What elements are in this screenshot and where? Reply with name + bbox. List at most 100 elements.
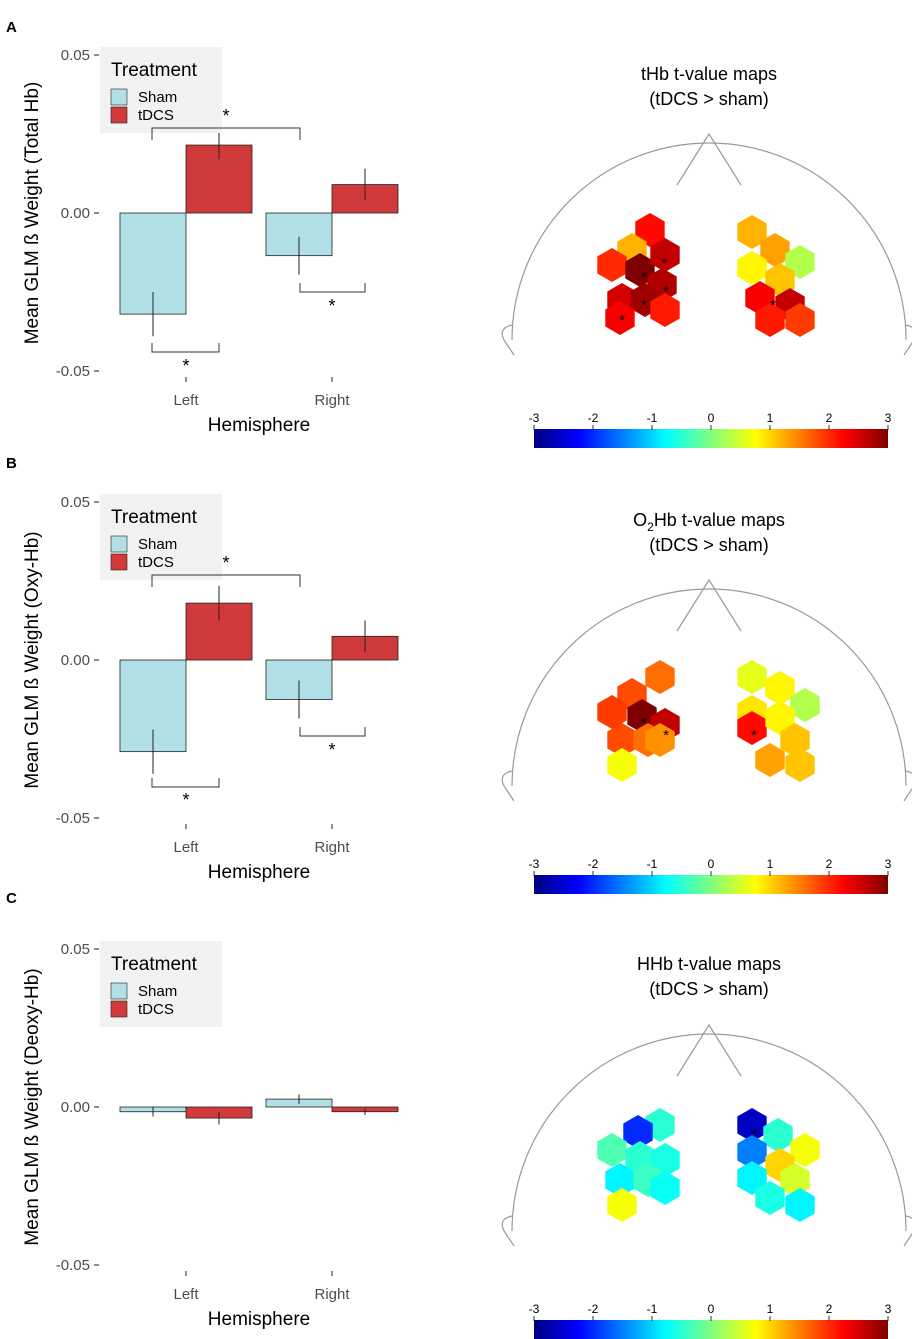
map-title-a-line1: tHb t-value maps xyxy=(641,64,777,84)
bar-chart-a: 0.05 0.00 -0.05 Mean GLM ß Weight (Total Hb… xyxy=(22,47,399,436)
channel-patch-right xyxy=(790,1133,820,1167)
legend-swatch-tdcs xyxy=(110,1000,128,1018)
channel-patch-right xyxy=(737,660,767,694)
colorbar-gradient xyxy=(534,875,888,894)
colorbar-tick-label: 1 xyxy=(767,857,774,871)
channel-patch-left xyxy=(607,723,637,757)
channel-patch-right xyxy=(785,303,815,337)
colorbar-tick-label: 2 xyxy=(826,1302,833,1316)
significance-star: * xyxy=(328,296,335,316)
channel-patch-left xyxy=(650,1171,680,1205)
y-axis-title: Mean GLM ß Weight (Oxy-Hb) xyxy=(22,531,43,788)
significance-bracket xyxy=(151,343,220,353)
channel-patch-left xyxy=(605,1163,635,1197)
channel-patch-right xyxy=(755,743,785,777)
head-map-c: * xyxy=(501,1023,912,1247)
legend-label-sham: Sham xyxy=(138,89,177,106)
significance-bracket xyxy=(151,127,301,140)
channel-patch-left xyxy=(607,748,637,782)
head-map-a: * * * * * * xyxy=(501,132,912,356)
map-significance-star: * xyxy=(641,715,647,732)
panel-b: B 0.05 0.00 -0.05 Mean GLM ß Weight (Oxy-Hb… xyxy=(6,455,912,894)
y-tick-label: 0.05 xyxy=(61,47,90,64)
significance-bracket xyxy=(299,283,366,293)
map-title-a-line2: (tDCS > sham) xyxy=(649,89,769,109)
map-title-b-line2: (tDCS > sham) xyxy=(649,535,769,555)
left-ear-outline xyxy=(501,1215,515,1247)
map-title-c-line1: HHb t-value maps xyxy=(637,954,781,974)
map-title-b-line1: O2Hb t-value maps xyxy=(633,510,785,534)
significance-star: * xyxy=(222,106,229,126)
channel-patch-right xyxy=(737,1161,767,1195)
colorbar-tick-label: -2 xyxy=(588,411,599,425)
channel-patch-left xyxy=(645,723,675,757)
y-tick-label: 0.00 xyxy=(61,1099,90,1116)
channel-patch-left xyxy=(650,238,680,272)
x-tick-label-left: Left xyxy=(173,1286,199,1303)
colorbar-tick-label: -1 xyxy=(647,857,658,871)
colorbar-tick-label: -3 xyxy=(529,857,540,871)
colorbar-tick-label: 2 xyxy=(826,411,833,425)
channel-patch-left xyxy=(650,293,680,327)
channel-patch-right xyxy=(780,723,810,757)
y-axis-title: Mean GLM ß Weight (Total Hb) xyxy=(22,82,43,345)
legend-swatch-sham xyxy=(110,88,128,106)
significance-star: * xyxy=(222,553,229,573)
channel-patch-right xyxy=(755,303,785,337)
nose-outline xyxy=(676,578,742,632)
panel-letter-c: C xyxy=(6,890,17,907)
map-title-c-line2: (tDCS > sham) xyxy=(649,979,769,999)
channel-patch-left xyxy=(635,213,665,247)
channel-patch-right xyxy=(765,671,795,705)
bar-chart-b: 0.05 0.00 -0.05 Mean GLM ß Weight (Oxy-Hb) L… xyxy=(22,494,399,883)
legend-label-sham: Sham xyxy=(138,983,177,1000)
panel-a: A 0.05 0.00 -0.05 Mean GLM ß Weight (Total … xyxy=(6,19,912,448)
legend-swatch-tdcs xyxy=(110,553,128,571)
legend-label-tdcs: tDCS xyxy=(138,107,174,124)
map-significance-star: * xyxy=(751,1126,757,1143)
panel-letter-b: B xyxy=(6,455,17,472)
map-title-b-sub: 2 xyxy=(647,520,654,534)
x-tick-label-right: Right xyxy=(314,1286,350,1303)
map-significance-star: * xyxy=(661,255,667,272)
legend-swatch-sham xyxy=(110,535,128,553)
channel-patch-right xyxy=(737,711,767,745)
colorbar-gradient xyxy=(534,1320,888,1339)
map-significance-star: * xyxy=(619,312,625,329)
significance-bracket xyxy=(299,727,366,737)
nose-outline xyxy=(676,1023,742,1077)
legend-swatch-sham xyxy=(110,982,128,1000)
panel-c: C 0.05 0.00 -0.05 Mean GLM ß Weight (Deoxy-… xyxy=(6,890,912,1339)
colorbar-tick-label: -1 xyxy=(647,1302,658,1316)
colorbar-tick-label: -2 xyxy=(588,857,599,871)
legend-label-tdcs: tDCS xyxy=(138,1001,174,1018)
legend-title: Treatment xyxy=(111,60,198,81)
channel-patch-right xyxy=(755,1181,785,1215)
colorbar-tick-label: -2 xyxy=(588,1302,599,1316)
x-axis-title: Hemisphere xyxy=(208,862,310,883)
colorbar-tick-label: 1 xyxy=(767,1302,774,1316)
channel-patch-right xyxy=(765,701,795,735)
colorbar-tick-label: 0 xyxy=(708,857,715,871)
significance-star: * xyxy=(182,790,189,810)
significance-star: * xyxy=(182,356,189,376)
right-ear-outline xyxy=(903,324,912,356)
channel-patch-left xyxy=(597,248,627,282)
colorbar-tick-label: -3 xyxy=(529,411,540,425)
map-significance-star: * xyxy=(641,297,647,314)
map-title-b-post: Hb t-value maps xyxy=(654,510,785,530)
map-significance-star: * xyxy=(641,269,647,286)
map-significance-star: * xyxy=(751,727,757,744)
colorbar-tick-label: 3 xyxy=(885,411,892,425)
colorbar-tick-label: 3 xyxy=(885,857,892,871)
channel-patch-left xyxy=(607,1188,637,1222)
channel-patch-right xyxy=(763,1118,793,1152)
colorbar-c: -3 -2 -1 0 1 2 3 xyxy=(529,1302,892,1339)
y-tick-label: -0.05 xyxy=(56,363,90,380)
x-tick-label-left: Left xyxy=(173,839,199,856)
channel-patch-left xyxy=(605,301,635,335)
y-tick-label: 0.05 xyxy=(61,494,90,511)
map-significance-star: * xyxy=(663,727,669,744)
channel-patch-right xyxy=(737,215,767,249)
